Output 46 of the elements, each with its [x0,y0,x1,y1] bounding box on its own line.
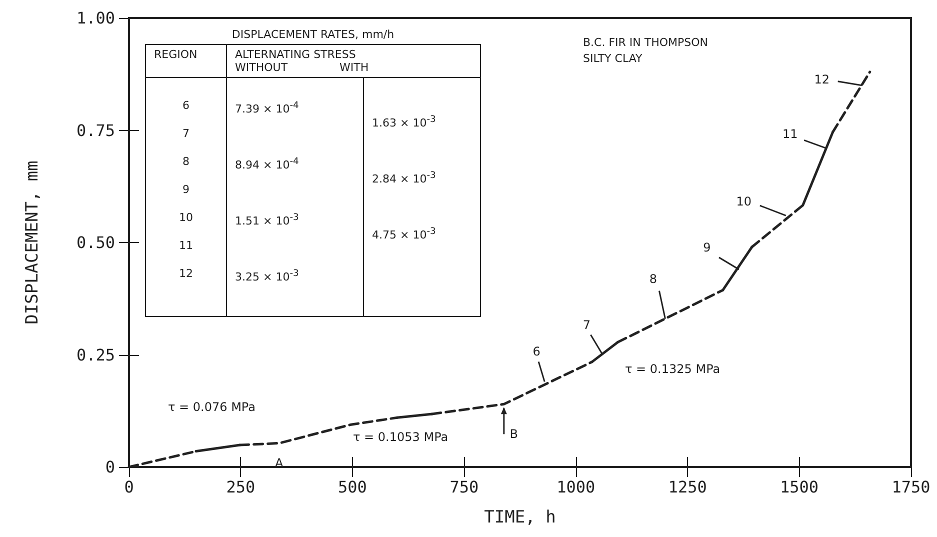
annotation: 3.25 × 10$^{-3}$ [235,267,300,286]
annotation: 12 [814,72,830,86]
x-tick-label: 1750 [892,478,930,496]
annotation: 10 [178,210,194,226]
y-tick-label: 0.25 [76,345,115,364]
y-tick-label: 0 [105,458,115,476]
annotation: 7 [182,126,190,142]
annotation: 8.94 × 10$^{-4}$ [235,155,300,174]
annotation: τ = 0.076 MPa [168,400,256,414]
annotation: DISPLACEMENT RATES, mm/h [230,28,396,43]
annotation: 1.51 × 10$^{-3}$ [235,211,300,230]
x-tick-label: 0 [124,478,134,496]
annotation: B [510,427,518,442]
x-tick-label: 1250 [668,478,707,496]
y-tick-label: 0.75 [76,120,115,140]
x-tick-label: 1000 [556,478,596,496]
annotation: 11 [178,238,194,254]
annotation: 7.39 × 10$^{-4}$ [235,99,300,118]
annotation: 9 [703,240,711,254]
annotation: 8 [182,154,190,170]
x-tick-label: 1500 [780,478,819,496]
annotation: 7 [582,318,590,332]
annotation: 11 [782,127,798,142]
annotation: ALTERNATING STRESS [235,48,356,61]
annotation: 6 [182,98,190,114]
x-axis-title: TIME, h [484,508,556,528]
annotation: 12 [178,266,194,282]
annotation: 10 [736,194,752,209]
annotation: REGION [146,44,226,78]
annotation: τ = 0.1053 MPa [353,430,448,444]
annotation: 8 [649,272,658,286]
annotation: B.C. FIR IN THOMPSON SILTY CLAY [583,35,710,67]
annotation: 1.63 × 10$^{-3}$ [372,113,437,132]
y-axis-title: DISPLACEMENT, mm [22,160,42,324]
annotation: 9 [182,182,190,198]
annotation: 6 [532,344,540,359]
x-tick-label: 250 [226,478,256,496]
y-tick-label: 0.50 [76,233,115,252]
annotation: WITH [340,61,369,74]
annotation: τ = 0.1325 MPa [625,362,720,376]
x-tick-label: 750 [450,478,479,496]
annotation: 2.84 × 10$^{-3}$ [372,169,437,188]
x-tick-label: 500 [338,478,367,496]
annotation: 4.75 × 10$^{-3}$ [372,225,437,244]
y-tick-label: 1.00 [76,8,115,28]
annotation: WITHOUT [235,61,288,74]
